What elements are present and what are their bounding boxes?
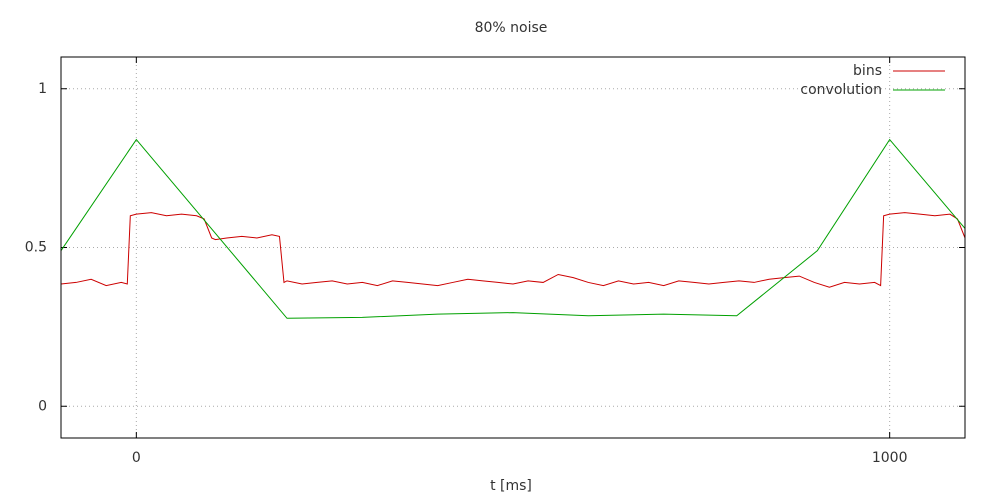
x-tick-label: 1000 <box>872 450 908 466</box>
legend-label: bins <box>853 63 882 79</box>
chart-title: 80% noise <box>475 20 548 36</box>
plot-frame <box>60 56 966 439</box>
x-tick-label: 0 <box>132 450 141 466</box>
legend-label: convolution <box>800 82 882 98</box>
y-tick-label: 0.5 <box>25 240 47 256</box>
y-tick-label: 1 <box>38 81 47 97</box>
series-line <box>60 138 966 319</box>
series-line <box>60 212 966 288</box>
x-axis-label: t [ms] <box>490 478 532 494</box>
y-tick-label: 0 <box>38 398 47 414</box>
